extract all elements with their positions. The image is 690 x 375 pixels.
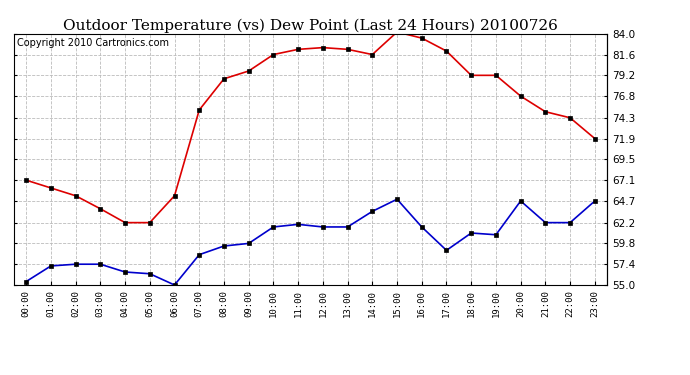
Text: Copyright 2010 Cartronics.com: Copyright 2010 Cartronics.com bbox=[17, 38, 169, 48]
Title: Outdoor Temperature (vs) Dew Point (Last 24 Hours) 20100726: Outdoor Temperature (vs) Dew Point (Last… bbox=[63, 18, 558, 33]
